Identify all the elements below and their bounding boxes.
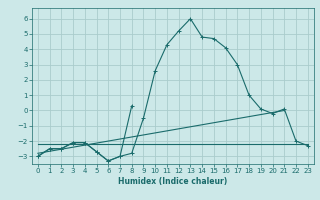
X-axis label: Humidex (Indice chaleur): Humidex (Indice chaleur) — [118, 177, 228, 186]
